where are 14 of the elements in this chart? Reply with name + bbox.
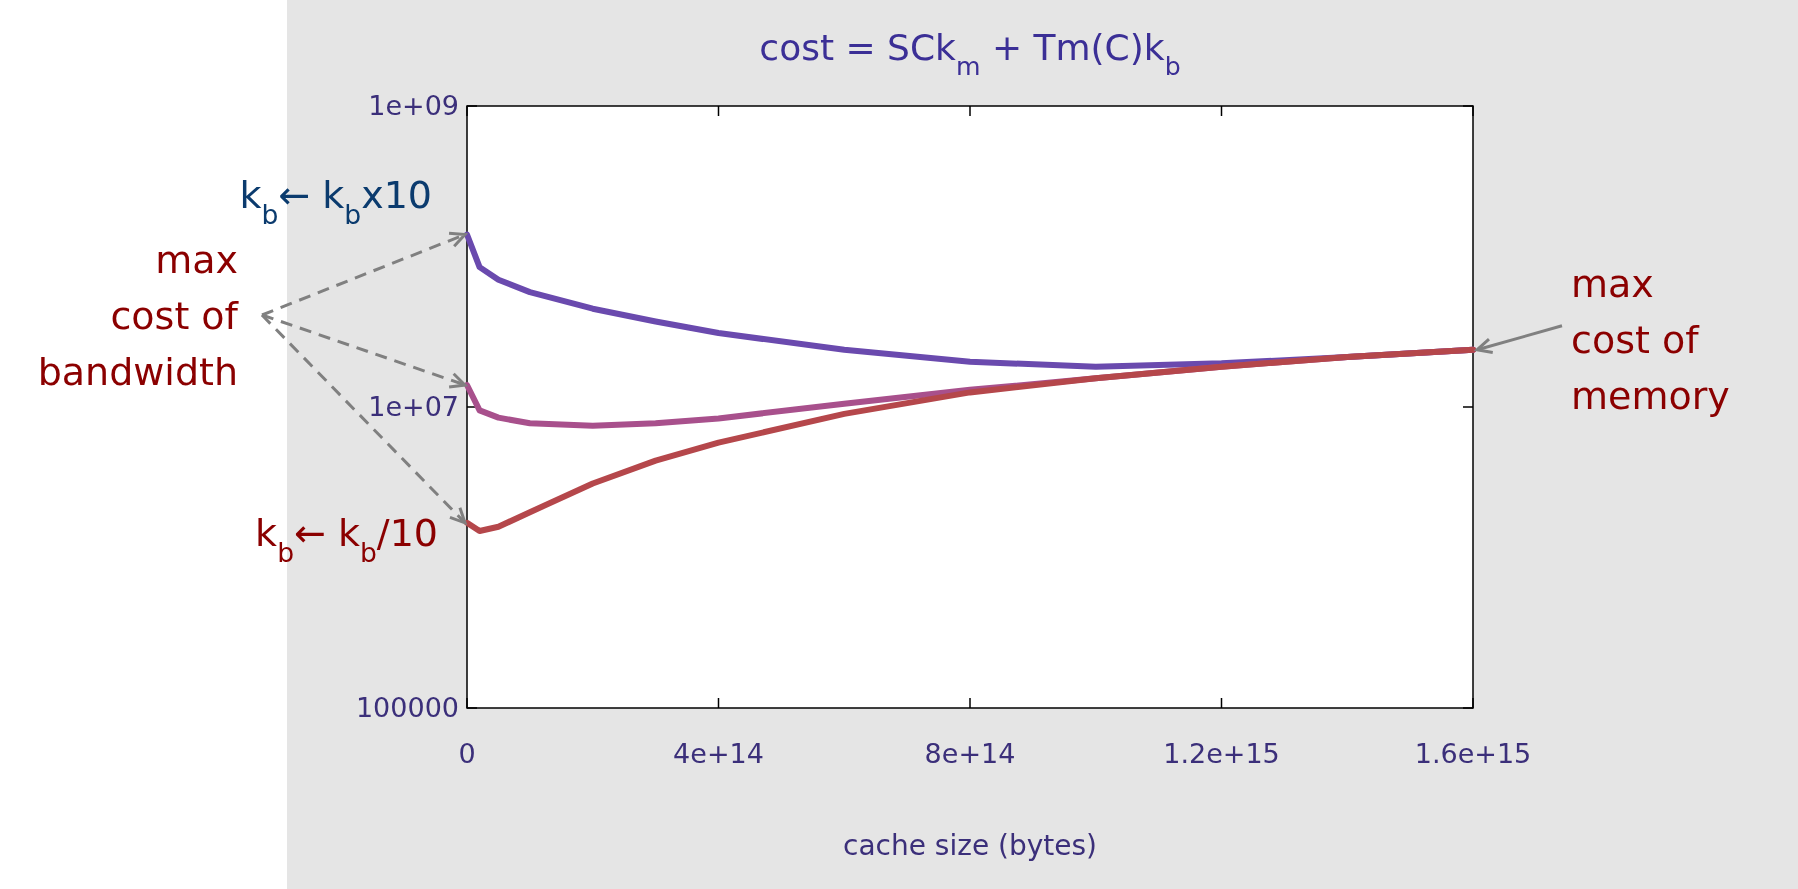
y-tick-label: 1e+07 (368, 391, 459, 423)
y-tick-label: 1e+09 (368, 90, 459, 122)
text: k$_{b}$← k$_{b}$x10 (239, 173, 432, 230)
x-tick-label: 1.2e+15 (1163, 738, 1280, 769)
text: k$_{b}$← k$_{b}$/10 (255, 511, 438, 568)
x-axis-title: cache size (bytes) (843, 829, 1097, 862)
text: max cost of bandwidth (37, 238, 240, 394)
chart-title: cost = SCk$_{m}$ + Tm(C)k$_{b}$ (759, 27, 1181, 81)
y-tick-label: 100000 (355, 692, 459, 724)
text: max cost of memory (1571, 261, 1730, 418)
x-tick-label: 8e+14 (924, 738, 1016, 769)
x-tick-label: 0 (458, 738, 476, 769)
x-tick-label: 4e+14 (673, 738, 764, 769)
x-tick-label: 1.6e+15 (1414, 738, 1532, 769)
